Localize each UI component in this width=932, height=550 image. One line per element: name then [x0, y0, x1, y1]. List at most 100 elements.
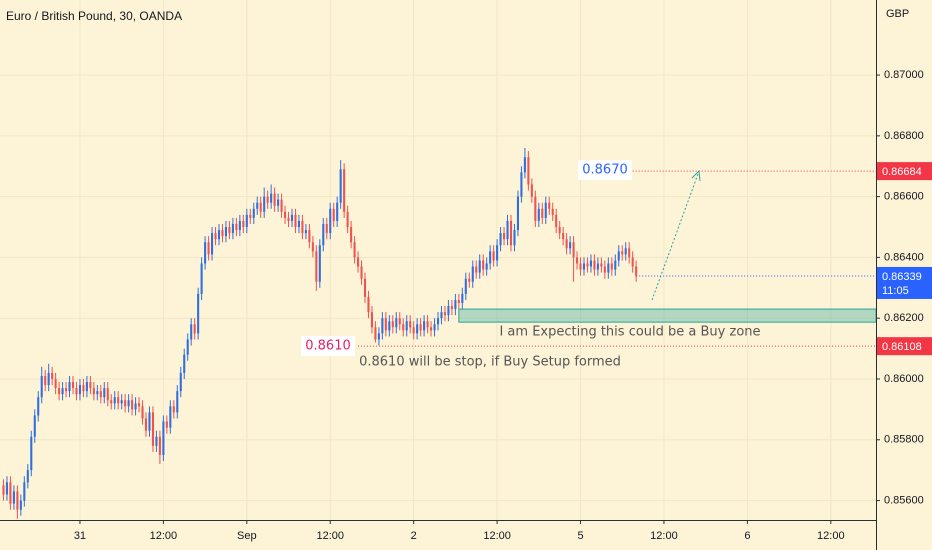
- annotation: 0.8610 will be stop, if Buy Setup formed: [359, 355, 621, 370]
- candle-body: [576, 257, 579, 264]
- candle-body: [329, 208, 332, 234]
- y-tick-label: 0.86000: [884, 373, 924, 385]
- candle-body: [558, 227, 561, 234]
- x-tick-label: 12:00: [650, 530, 678, 542]
- candle-body: [409, 321, 412, 328]
- candle-body: [593, 260, 596, 270]
- candle-body: [336, 202, 339, 221]
- candle-body: [238, 220, 241, 231]
- candle-body: [78, 385, 81, 395]
- candle-body: [183, 354, 186, 373]
- candle-body: [193, 324, 196, 334]
- candle-body: [190, 324, 193, 340]
- candle-body: [527, 157, 530, 185]
- candle-body: [144, 418, 148, 431]
- candle-body: [82, 385, 85, 392]
- candle-body: [96, 391, 99, 395]
- candle-body: [520, 172, 523, 197]
- candle-body: [169, 406, 172, 428]
- candle-body: [402, 324, 405, 331]
- candle-body: [270, 193, 273, 203]
- candle-body: [614, 260, 617, 270]
- candle-body: [513, 230, 516, 246]
- candle-body: [197, 293, 200, 334]
- candle-body: [252, 208, 255, 218]
- plot-area: [2, 148, 877, 519]
- candle-body: [628, 248, 631, 258]
- candle-body: [200, 263, 203, 294]
- grid: [0, 0, 876, 520]
- candle-body: [106, 388, 109, 401]
- candle-body: [461, 293, 464, 304]
- candle-body: [523, 157, 526, 173]
- candle-body: [555, 214, 558, 228]
- candle-body: [391, 321, 394, 328]
- candle-body: [263, 196, 266, 212]
- candle-body: [419, 324, 422, 331]
- y-tick-label: 0.86400: [884, 251, 924, 263]
- candle-body: [131, 400, 134, 410]
- candle-body: [388, 321, 391, 331]
- price-label: 0.86684: [882, 166, 922, 178]
- x-tick-label: 12:00: [817, 530, 845, 542]
- x-tick-label: 2: [411, 530, 417, 542]
- candle-body: [26, 470, 29, 483]
- candle-body: [572, 242, 575, 258]
- candle-body: [231, 223, 234, 234]
- candle-body: [381, 318, 384, 334]
- candle-body: [12, 491, 15, 504]
- candle-body: [548, 202, 551, 209]
- candle-body: [245, 214, 248, 228]
- candle-body: [85, 382, 88, 392]
- candle-body: [357, 257, 360, 267]
- candle-body: [318, 245, 321, 282]
- y-tick-label: 0.85800: [884, 434, 924, 446]
- candle-body: [311, 242, 314, 252]
- x-tick-label: 12:00: [316, 530, 344, 542]
- chart-title: Euro / British Pound, 30, OANDA: [6, 9, 182, 23]
- candle-body: [322, 223, 325, 246]
- candle-body: [165, 421, 168, 428]
- last-price-box: [877, 266, 932, 299]
- candle-body: [273, 193, 276, 206]
- candle-body: [541, 208, 544, 218]
- candle-body: [562, 233, 565, 240]
- candle-body: [284, 211, 287, 218]
- candle-body: [2, 485, 5, 495]
- candle-body: [492, 251, 495, 261]
- candle-body: [440, 312, 443, 319]
- price-label: 0.86108: [882, 341, 922, 353]
- candle-body: [228, 227, 231, 234]
- candle-body: [162, 421, 165, 455]
- candle-body: [551, 208, 554, 215]
- candle-body: [457, 299, 460, 304]
- candle-body: [75, 388, 78, 395]
- candle-body: [23, 482, 26, 501]
- candle-body: [405, 321, 408, 331]
- x-tick-label: 31: [74, 530, 86, 542]
- candle-body: [103, 388, 106, 398]
- x-tick-label: Sep: [237, 530, 257, 542]
- candle-body: [217, 230, 221, 240]
- candle-body: [447, 306, 450, 316]
- candle-body: [499, 233, 502, 246]
- candle-body: [631, 257, 634, 267]
- buy-zone: [458, 308, 877, 323]
- candle-body: [277, 199, 280, 206]
- candle-body: [339, 169, 342, 203]
- candle-body: [374, 327, 377, 340]
- candle-body: [134, 403, 137, 410]
- candle-body: [294, 214, 297, 228]
- candle-body: [377, 333, 380, 340]
- candle-body: [242, 220, 245, 228]
- candle-body: [370, 312, 373, 328]
- candle-body: [395, 318, 398, 328]
- candle-body: [353, 242, 356, 258]
- candle-body: [204, 242, 207, 264]
- candle-body: [99, 391, 102, 398]
- candle-body: [579, 263, 582, 270]
- candle-body: [5, 482, 8, 495]
- candle-body: [124, 400, 127, 407]
- candle-body: [610, 263, 613, 270]
- candle-body: [110, 400, 113, 404]
